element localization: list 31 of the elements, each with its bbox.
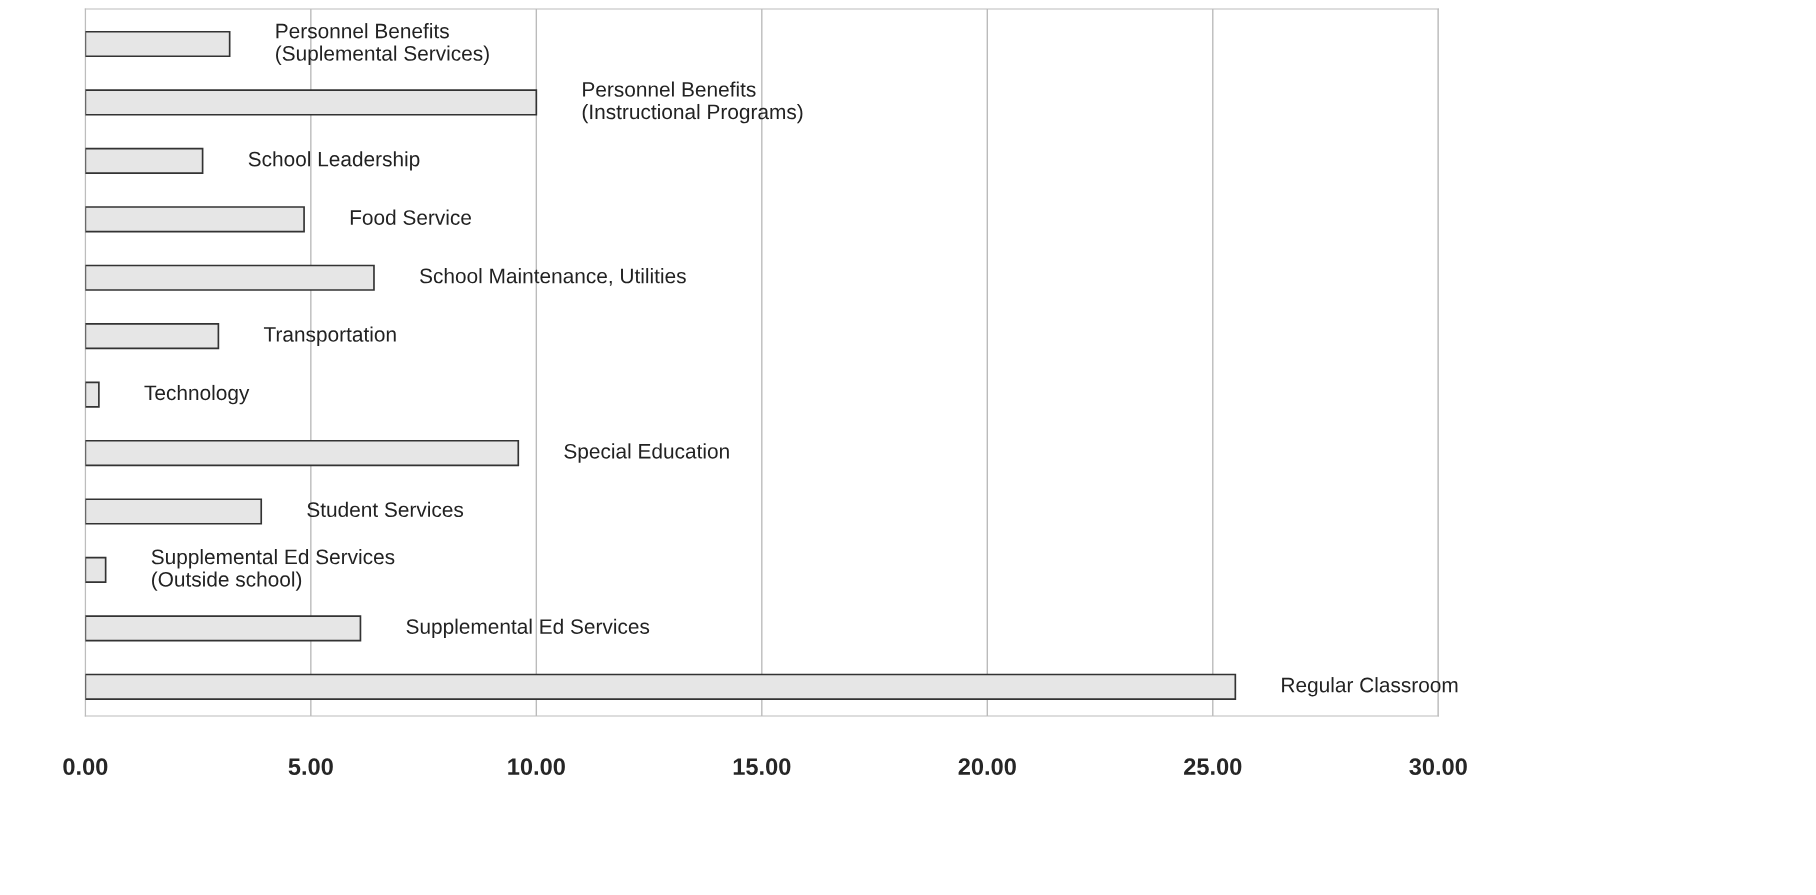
x-tick-label: 10.00 <box>508 758 565 776</box>
y-tick-label: Regular Classroom <box>1282 677 1458 697</box>
bar <box>85 673 1237 700</box>
y-tick-label: Food Service <box>350 209 471 225</box>
bar <box>85 206 305 233</box>
bar <box>85 498 263 525</box>
bar <box>85 615 362 642</box>
y-tick-label: Personnel Benefits (Suplemental Services) <box>276 23 489 65</box>
bar <box>85 147 204 174</box>
bar <box>85 264 375 291</box>
bar <box>85 439 520 467</box>
bar <box>85 556 107 584</box>
y-tick-label: Technology <box>144 384 250 405</box>
x-tick-label: 15.00 <box>733 758 791 776</box>
x-tick-label: 20.00 <box>958 758 1016 776</box>
y-tick-label: Special Education <box>564 443 729 463</box>
x-tick-label: 25.00 <box>1184 758 1242 776</box>
y-tick-label: Personnel Benefits (Instructional Programs) <box>582 81 803 124</box>
y-tick-label: Transportation <box>263 326 396 346</box>
x-tick-label: 30.00 <box>1409 758 1467 776</box>
y-tick-label: Student Services <box>307 501 464 518</box>
y-tick-label: School Leadership <box>248 151 420 171</box>
bar <box>85 89 538 116</box>
bar <box>85 30 231 58</box>
bar <box>85 323 220 350</box>
y-tick-label: Supplemental Ed Services <box>406 618 650 639</box>
x-tick-label: 5.00 <box>288 758 333 776</box>
y-tick-label: School Maintenance, Utilities <box>420 268 686 286</box>
y-tick-label: Supplemental Ed Services (Outside school) <box>151 548 395 591</box>
bar <box>85 381 100 408</box>
x-tick-label: 0.00 <box>63 758 108 776</box>
